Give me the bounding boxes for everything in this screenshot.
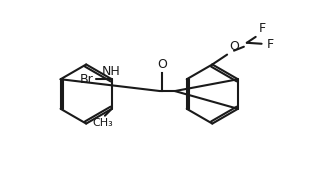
Text: F: F — [259, 22, 266, 35]
Text: CH₃: CH₃ — [93, 118, 113, 128]
Text: NH: NH — [102, 65, 121, 78]
Text: F: F — [266, 38, 274, 51]
Text: O: O — [229, 40, 239, 53]
Text: O: O — [157, 58, 167, 71]
Text: Br: Br — [79, 73, 93, 86]
